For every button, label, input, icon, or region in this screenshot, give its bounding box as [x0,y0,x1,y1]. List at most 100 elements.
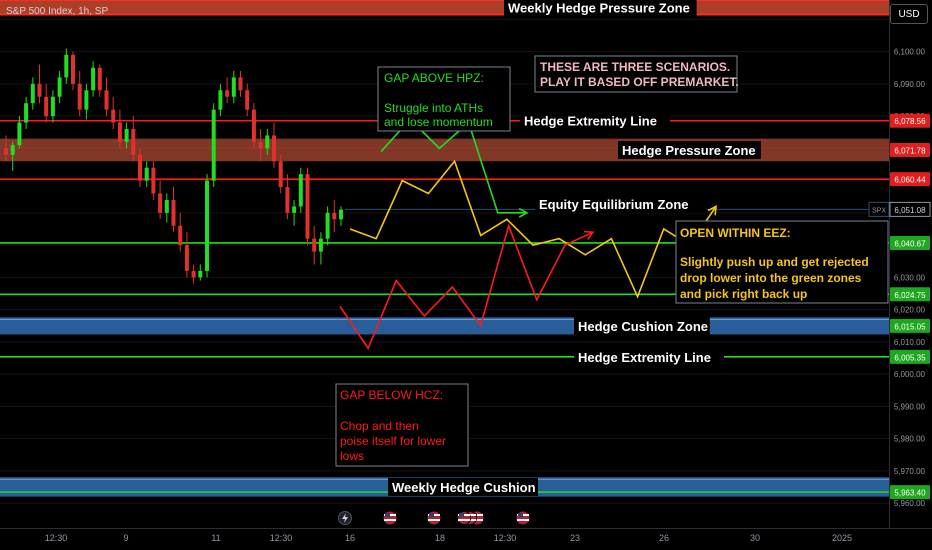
level-label-bg [388,477,538,496]
level-labels: Weekly Hedge Pressure Zone Hedge Extremit… [388,0,761,496]
open-within-line1: Slightly push up and get rejected [680,255,869,269]
price-tick-label: 5,970.00 [894,467,926,476]
candle-body [64,54,69,78]
candle-body [191,270,196,278]
level-label-bg [504,0,697,17]
level-label: Hedge Cushion Zone [578,319,708,334]
us-flag-icon[interactable] [457,511,471,525]
time-tick-label: 23 [570,533,580,543]
us-flag-icon[interactable] [427,511,441,525]
price-tag-label: 6,078.56 [894,117,926,126]
scenario-path [339,223,594,350]
candle-body [178,225,183,246]
candle-body [91,67,96,91]
candle-body [24,103,29,123]
symbol-tag-label: SPX [872,207,886,214]
price-tick-label: 5,980.00 [894,435,926,444]
candle-body [339,209,343,220]
level-label: Hedge Pressure Zone [622,143,756,158]
scenarios-note-line1: THESE ARE THREE SCENARIOS. [540,60,730,74]
price-tag-label: 6,005.35 [894,353,926,362]
scenario-arrowhead [518,207,529,218]
level-label: Hedge Extremity Line [578,350,711,365]
us-flag-icon[interactable] [383,511,397,525]
us-flag-icon[interactable] [516,511,530,525]
price-tag [890,113,930,128]
candle-body [84,90,89,110]
zone-band [0,317,889,335]
gap-below-line2: poise itself for lower [340,434,446,448]
candle-body [117,122,122,142]
candle-body [325,212,330,239]
candle-body [138,154,142,181]
level-label-bg [574,347,724,366]
price-tag-label: 6,071.78 [894,146,926,155]
level-label-bg [574,316,710,335]
price-tick-label: 6,010.00 [894,338,926,347]
price-tag [890,172,930,187]
price-tag-label: 6,024.75 [894,291,926,300]
price-tick-label: 5,960.00 [894,499,926,508]
candle-body [171,199,176,226]
price-tick-label: 6,030.00 [894,273,926,282]
scenario-path [349,159,717,299]
price-tick-label: 5,990.00 [894,402,926,411]
candle-body [10,145,15,155]
candle-body [292,206,297,213]
time-axis[interactable]: 12:30 9 11 12:30 16 18 12:30 23 26 30 2025 [0,528,932,544]
candle-body [312,238,317,252]
candle-body [225,90,230,97]
candle-body [57,77,62,97]
lightning-icon[interactable] [338,511,352,525]
level-label-bg [618,140,761,159]
scenario-arrowhead [583,230,595,240]
event-icons[interactable] [338,511,530,525]
price-tag [890,349,930,364]
level-label: Hedge Extremity Line [524,114,657,129]
candle-body [71,54,75,84]
chart-header: S&P 500 Index, 1h, SP [6,6,109,17]
candle-body [164,199,169,213]
candle-body [124,129,129,142]
symbol-tag [868,201,890,217]
price-tick-label: 6,020.00 [894,306,926,315]
gap-above-line2: and lose momentum [384,115,493,129]
candle-body [50,96,55,117]
price-tag [890,142,930,157]
candle-body [272,135,276,162]
open-within-line3: and pick right back up [680,287,807,301]
candle-body [218,90,223,110]
candle-body [131,129,136,155]
gap-above-annotation: GAP ABOVE HPZ: Struggle into ATHs and lo… [377,66,511,132]
candle-body [44,96,49,117]
candle-body [30,83,35,104]
gap-below-annotation: GAP BELOW HCZ: Chop and then poise itsel… [335,383,469,467]
candle-body [238,77,243,91]
candle-body [184,245,189,271]
price-tag-label: 5,963.40 [894,489,926,498]
candle-body [251,109,256,142]
gap-below-line3: lows [340,449,364,463]
level-label: Equity Equilibrium Zone [539,197,689,212]
candle-body [265,135,270,149]
scenarios-note: THESE ARE THREE SCENARIOS. PLAY IT BASED… [534,55,739,93]
candle-body [17,122,22,146]
zone-band [0,0,889,15]
current-price-label: 6,051.08 [894,206,926,215]
candle-body [318,238,323,252]
price-tick-label: 6,100.00 [894,48,926,57]
candle-body [144,167,149,181]
candle-body [97,67,102,91]
time-tick-label: 12:30 [45,533,68,543]
level-label: Weekly Hedge Cushion [392,480,536,495]
time-tick-label: 26 [659,533,669,543]
open-within-title: OPEN WITHIN EEZ: [680,226,791,240]
price-tag [890,318,930,333]
candle-body [298,174,303,207]
currency-button[interactable]: USD [890,4,928,24]
time-tick-label: 9 [123,533,128,543]
level-label: Weekly Hedge Pressure Zone [508,0,690,15]
candle-body [231,77,236,97]
open-within-annotation: OPEN WITHIN EEZ: Slightly push up and ge… [675,220,889,304]
